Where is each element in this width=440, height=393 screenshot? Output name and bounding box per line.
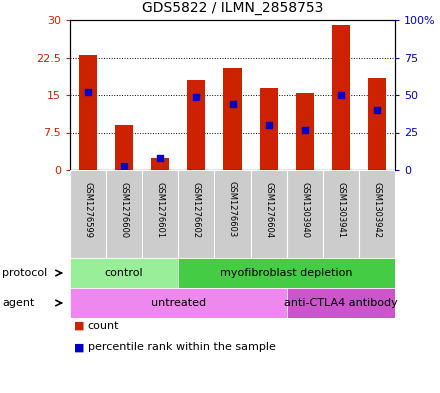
Bar bbox=[224, 68, 242, 170]
Text: GSM1276599: GSM1276599 bbox=[84, 182, 92, 238]
Text: anti-CTLA4 antibody: anti-CTLA4 antibody bbox=[284, 298, 398, 308]
Bar bbox=[296, 92, 314, 170]
Text: untreated: untreated bbox=[151, 298, 206, 308]
Text: GDS5822 / ILMN_2858753: GDS5822 / ILMN_2858753 bbox=[142, 1, 323, 15]
Text: ■: ■ bbox=[74, 342, 85, 353]
Text: GSM1276604: GSM1276604 bbox=[264, 182, 273, 238]
Bar bbox=[287, 288, 395, 318]
Text: ■: ■ bbox=[74, 321, 85, 331]
Text: GSM1276603: GSM1276603 bbox=[228, 182, 237, 238]
Bar bbox=[115, 125, 133, 170]
Point bbox=[337, 92, 345, 98]
Bar bbox=[359, 170, 395, 258]
Bar bbox=[142, 170, 178, 258]
Point bbox=[193, 94, 200, 100]
Bar bbox=[323, 170, 359, 258]
Text: GSM1303941: GSM1303941 bbox=[336, 182, 345, 238]
Text: GSM1303940: GSM1303940 bbox=[300, 182, 309, 238]
Point bbox=[301, 127, 308, 133]
Point bbox=[157, 155, 164, 161]
Text: agent: agent bbox=[2, 298, 35, 308]
Point bbox=[265, 122, 272, 128]
Bar bbox=[178, 170, 214, 258]
Text: myofibroblast depletion: myofibroblast depletion bbox=[220, 268, 353, 278]
Text: count: count bbox=[88, 321, 119, 331]
Bar bbox=[178, 258, 395, 288]
Text: GSM1276601: GSM1276601 bbox=[156, 182, 165, 238]
Bar bbox=[332, 25, 350, 170]
Bar bbox=[106, 170, 142, 258]
Bar bbox=[70, 258, 178, 288]
Text: GSM1276602: GSM1276602 bbox=[192, 182, 201, 238]
Bar bbox=[79, 55, 97, 170]
Bar bbox=[151, 158, 169, 170]
Text: protocol: protocol bbox=[2, 268, 48, 278]
Text: control: control bbox=[105, 268, 143, 278]
Point bbox=[121, 162, 128, 169]
Bar bbox=[287, 170, 323, 258]
Bar bbox=[260, 88, 278, 170]
Bar bbox=[250, 170, 287, 258]
Text: percentile rank within the sample: percentile rank within the sample bbox=[88, 342, 275, 353]
Point bbox=[374, 107, 381, 113]
Bar bbox=[70, 170, 106, 258]
Bar bbox=[368, 77, 386, 170]
Text: GSM1303942: GSM1303942 bbox=[372, 182, 381, 238]
Text: GSM1276600: GSM1276600 bbox=[120, 182, 128, 238]
Bar bbox=[187, 80, 205, 170]
Point bbox=[229, 101, 236, 107]
Bar bbox=[214, 170, 250, 258]
Bar bbox=[70, 288, 287, 318]
Point bbox=[84, 89, 92, 95]
